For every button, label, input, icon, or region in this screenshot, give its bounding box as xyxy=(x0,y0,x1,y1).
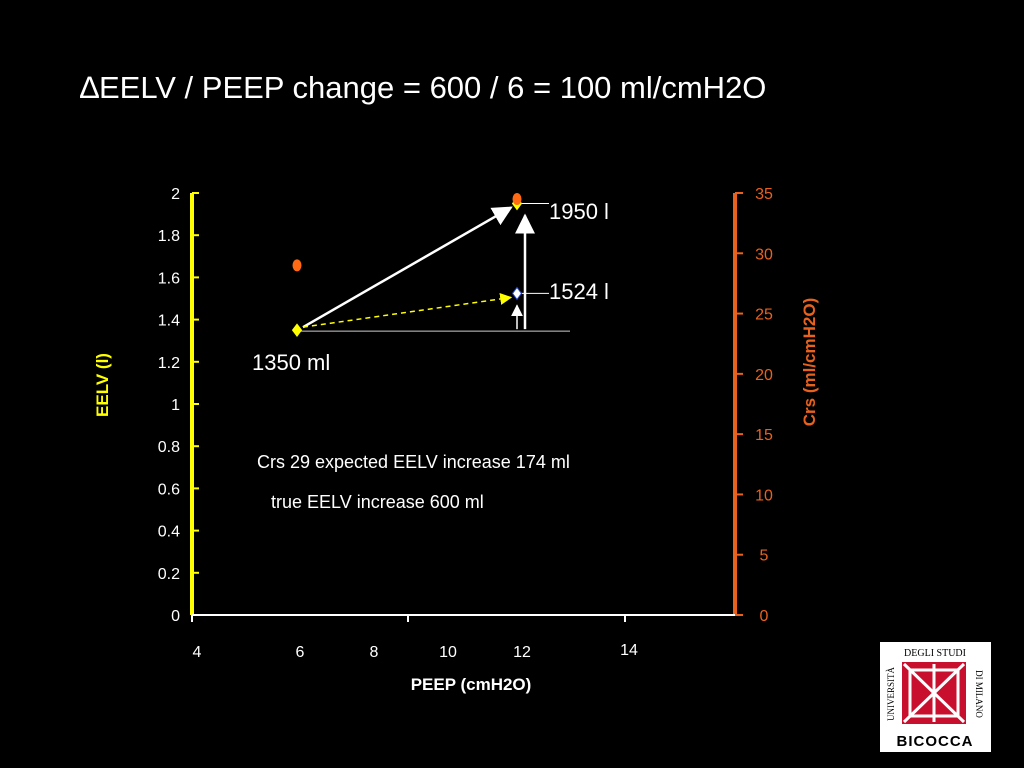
logo-right-text: DI MILANO xyxy=(974,670,984,718)
y-tick-label: 1.6 xyxy=(158,270,180,287)
y2-tick-label: 30 xyxy=(755,246,773,263)
y-tick-label: 0.8 xyxy=(158,439,180,456)
right-y-axis: 0 5 10 15 20 25 30 35 xyxy=(733,186,773,625)
label-1524: 1524 l xyxy=(549,279,609,304)
y2-tick-label: 20 xyxy=(755,367,773,384)
y-tick-label: 1 xyxy=(171,397,180,414)
y-tick-label: 0 xyxy=(171,608,180,625)
y2-axis-title: Crs (ml/cmH2O) xyxy=(800,298,819,426)
x-tick-label: 4 xyxy=(193,644,202,661)
y-axis-title: EELV (l) xyxy=(93,353,112,417)
eelv-point xyxy=(291,323,303,337)
measured-arrow xyxy=(302,206,513,329)
label-1950: 1950 l xyxy=(549,199,609,224)
slide-title: ∆EELV / PEEP change = 600 / 6 = 100 ml/c… xyxy=(80,70,767,105)
y-tick-label: 1.2 xyxy=(158,355,180,372)
x-tick-label: 14 xyxy=(620,642,638,659)
bicocca-logo-icon: DEGLI STUDI UNIVERSITÀ DI MILANO BICOCCA xyxy=(880,642,991,752)
x-axis: 4 6 8 10 12 14 xyxy=(191,614,735,661)
expected-arrow xyxy=(302,293,513,328)
university-logo: DEGLI STUDI UNIVERSITÀ DI MILANO BICOCCA xyxy=(880,642,991,752)
y-tick-label: 0.6 xyxy=(158,481,180,498)
y2-tick-label: 5 xyxy=(760,548,769,565)
note-true: true EELV increase 600 ml xyxy=(271,492,484,512)
y2-tick-label: 35 xyxy=(755,186,773,203)
y2-tick-label: 10 xyxy=(755,487,773,504)
logo-top-text: DEGLI STUDI xyxy=(904,648,966,659)
y2-tick-label: 0 xyxy=(760,608,769,625)
crs-point xyxy=(292,259,302,272)
y2-tick-label: 15 xyxy=(755,427,773,444)
x-tick-label: 10 xyxy=(439,644,457,661)
plot-marks xyxy=(291,193,570,337)
label-1350: 1350 ml xyxy=(252,350,330,375)
x-tick-label: 8 xyxy=(370,644,379,661)
y2-tick-label: 25 xyxy=(755,307,773,324)
y-tick-label: 1.4 xyxy=(158,313,180,330)
y-tick-label: 2 xyxy=(171,186,180,203)
y-tick-label: 0.4 xyxy=(158,524,180,541)
crs-point xyxy=(512,193,522,206)
x-axis-title: PEEP (cmH2O) xyxy=(411,675,532,694)
y-tick-label: 0.2 xyxy=(158,566,180,583)
expected-eelv-point xyxy=(511,286,523,301)
x-tick-label: 6 xyxy=(296,644,305,661)
y-tick-label: 1.8 xyxy=(158,228,180,245)
x-tick-label: 12 xyxy=(513,644,531,661)
note-expected: Crs 29 expected EELV increase 174 ml xyxy=(257,452,570,472)
logo-bottom-text: BICOCCA xyxy=(897,733,974,750)
logo-left-text: UNIVERSITÀ xyxy=(886,667,896,721)
left-y-axis: 0 0.2 0.4 0.6 0.8 1 1.2 1.4 1.6 1.8 2 xyxy=(158,186,199,625)
